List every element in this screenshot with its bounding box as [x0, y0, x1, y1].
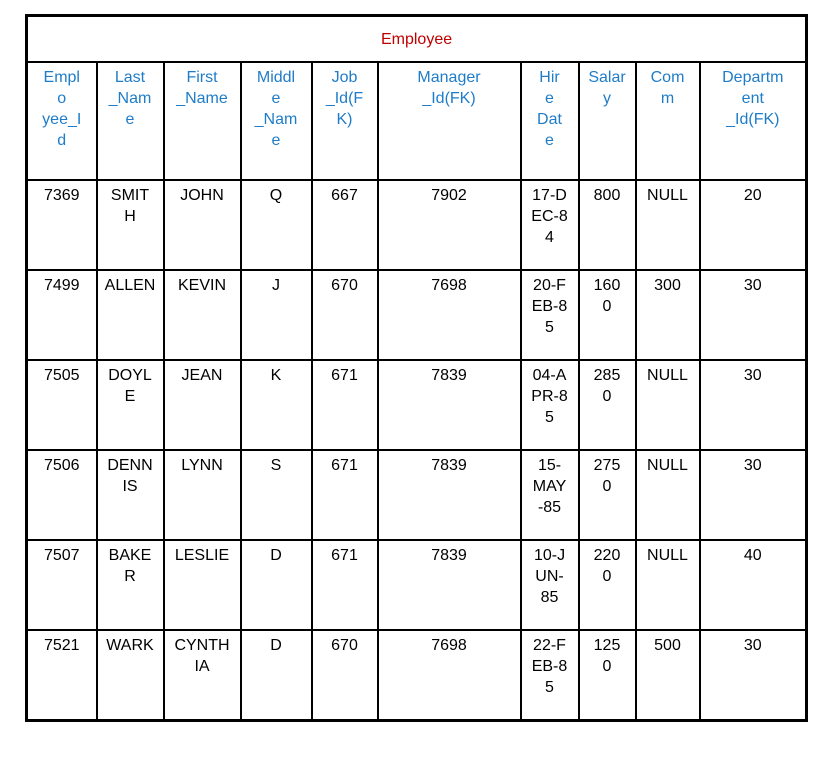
cell-salary: 160 0 — [577, 269, 637, 361]
column-header-comm: Com m — [634, 61, 701, 181]
cell-comm: NULL — [634, 359, 701, 451]
column-header-salary: Salar y — [577, 61, 637, 181]
cell-hire-date: 22-F EB-8 5 — [519, 629, 580, 722]
cell-first-name: CYNTH IA — [162, 629, 242, 722]
cell-manager-id: 7839 — [376, 539, 522, 631]
cell-job-id: 667 — [310, 179, 379, 271]
cell-first-name: JEAN — [162, 359, 242, 451]
column-header-hire-date: Hir e Dat e — [519, 61, 580, 181]
cell-salary: 800 — [577, 179, 637, 271]
cell-employee-id: 7499 — [25, 269, 98, 361]
cell-hire-date: 10-J UN- 85 — [519, 539, 580, 631]
header-row: Empl o yee_I d Last _Nam e First _Name M… — [25, 61, 808, 181]
cell-last-name: BAKE R — [95, 539, 165, 631]
cell-manager-id: 7839 — [376, 359, 522, 451]
cell-middle-name: J — [239, 269, 313, 361]
cell-hire-date: 17-D EC-8 4 — [519, 179, 580, 271]
column-header-job-id: Job _Id(F K) — [310, 61, 379, 181]
cell-department-id: 30 — [698, 629, 808, 722]
cell-manager-id: 7698 — [376, 269, 522, 361]
cell-employee-id: 7521 — [25, 629, 98, 722]
table-title: Employee — [25, 14, 808, 63]
table-row: 7521 WARK CYNTH IA D 670 7698 22-F EB-8 … — [25, 629, 808, 722]
column-header-middle-name: Middl e _Nam e — [239, 61, 313, 181]
cell-employee-id: 7507 — [25, 539, 98, 631]
cell-manager-id: 7839 — [376, 449, 522, 541]
cell-hire-date: 20-F EB-8 5 — [519, 269, 580, 361]
cell-job-id: 671 — [310, 449, 379, 541]
table-row: 7369 SMIT H JOHN Q 667 7902 17-D EC-8 4 … — [25, 179, 808, 271]
cell-first-name: LESLIE — [162, 539, 242, 631]
cell-hire-date: 04-A PR-8 5 — [519, 359, 580, 451]
cell-first-name: JOHN — [162, 179, 242, 271]
cell-middle-name: Q — [239, 179, 313, 271]
cell-employee-id: 7505 — [25, 359, 98, 451]
cell-middle-name: S — [239, 449, 313, 541]
cell-job-id: 671 — [310, 539, 379, 631]
cell-manager-id: 7902 — [376, 179, 522, 271]
cell-job-id: 671 — [310, 359, 379, 451]
cell-employee-id: 7506 — [25, 449, 98, 541]
cell-job-id: 670 — [310, 269, 379, 361]
cell-job-id: 670 — [310, 629, 379, 722]
cell-manager-id: 7698 — [376, 629, 522, 722]
column-header-first-name: First _Name — [162, 61, 242, 181]
cell-last-name: SMIT H — [95, 179, 165, 271]
table-row: 7499 ALLEN KEVIN J 670 7698 20-F EB-8 5 … — [25, 269, 808, 361]
cell-salary: 220 0 — [577, 539, 637, 631]
cell-hire-date: 15- MAY -85 — [519, 449, 580, 541]
cell-last-name: DOYL E — [95, 359, 165, 451]
cell-department-id: 20 — [698, 179, 808, 271]
cell-middle-name: D — [239, 629, 313, 722]
employee-table: Employee Empl o yee_I d Last _Nam e Firs… — [25, 14, 809, 722]
column-header-employee-id: Empl o yee_I d — [25, 61, 98, 181]
cell-salary: 285 0 — [577, 359, 637, 451]
column-header-department-id: Departm ent _Id(FK) — [698, 61, 808, 181]
cell-comm: NULL — [634, 179, 701, 271]
cell-first-name: KEVIN — [162, 269, 242, 361]
cell-last-name: DENN IS — [95, 449, 165, 541]
cell-comm: NULL — [634, 539, 701, 631]
cell-salary: 125 0 — [577, 629, 637, 722]
cell-comm: NULL — [634, 449, 701, 541]
cell-comm: 300 — [634, 269, 701, 361]
cell-last-name: WARK — [95, 629, 165, 722]
cell-comm: 500 — [634, 629, 701, 722]
cell-department-id: 30 — [698, 449, 808, 541]
cell-department-id: 40 — [698, 539, 808, 631]
column-header-last-name: Last _Nam e — [95, 61, 165, 181]
cell-salary: 275 0 — [577, 449, 637, 541]
cell-department-id: 30 — [698, 269, 808, 361]
table-row: 7505 DOYL E JEAN K 671 7839 04-A PR-8 5 … — [25, 359, 808, 451]
cell-middle-name: D — [239, 539, 313, 631]
cell-employee-id: 7369 — [25, 179, 98, 271]
column-header-manager-id: Manager _Id(FK) — [376, 61, 522, 181]
table-row: 7506 DENN IS LYNN S 671 7839 15- MAY -85… — [25, 449, 808, 541]
cell-department-id: 30 — [698, 359, 808, 451]
title-row: Employee — [25, 14, 808, 63]
cell-first-name: LYNN — [162, 449, 242, 541]
cell-middle-name: K — [239, 359, 313, 451]
table-row: 7507 BAKE R LESLIE D 671 7839 10-J UN- 8… — [25, 539, 808, 631]
cell-last-name: ALLEN — [95, 269, 165, 361]
